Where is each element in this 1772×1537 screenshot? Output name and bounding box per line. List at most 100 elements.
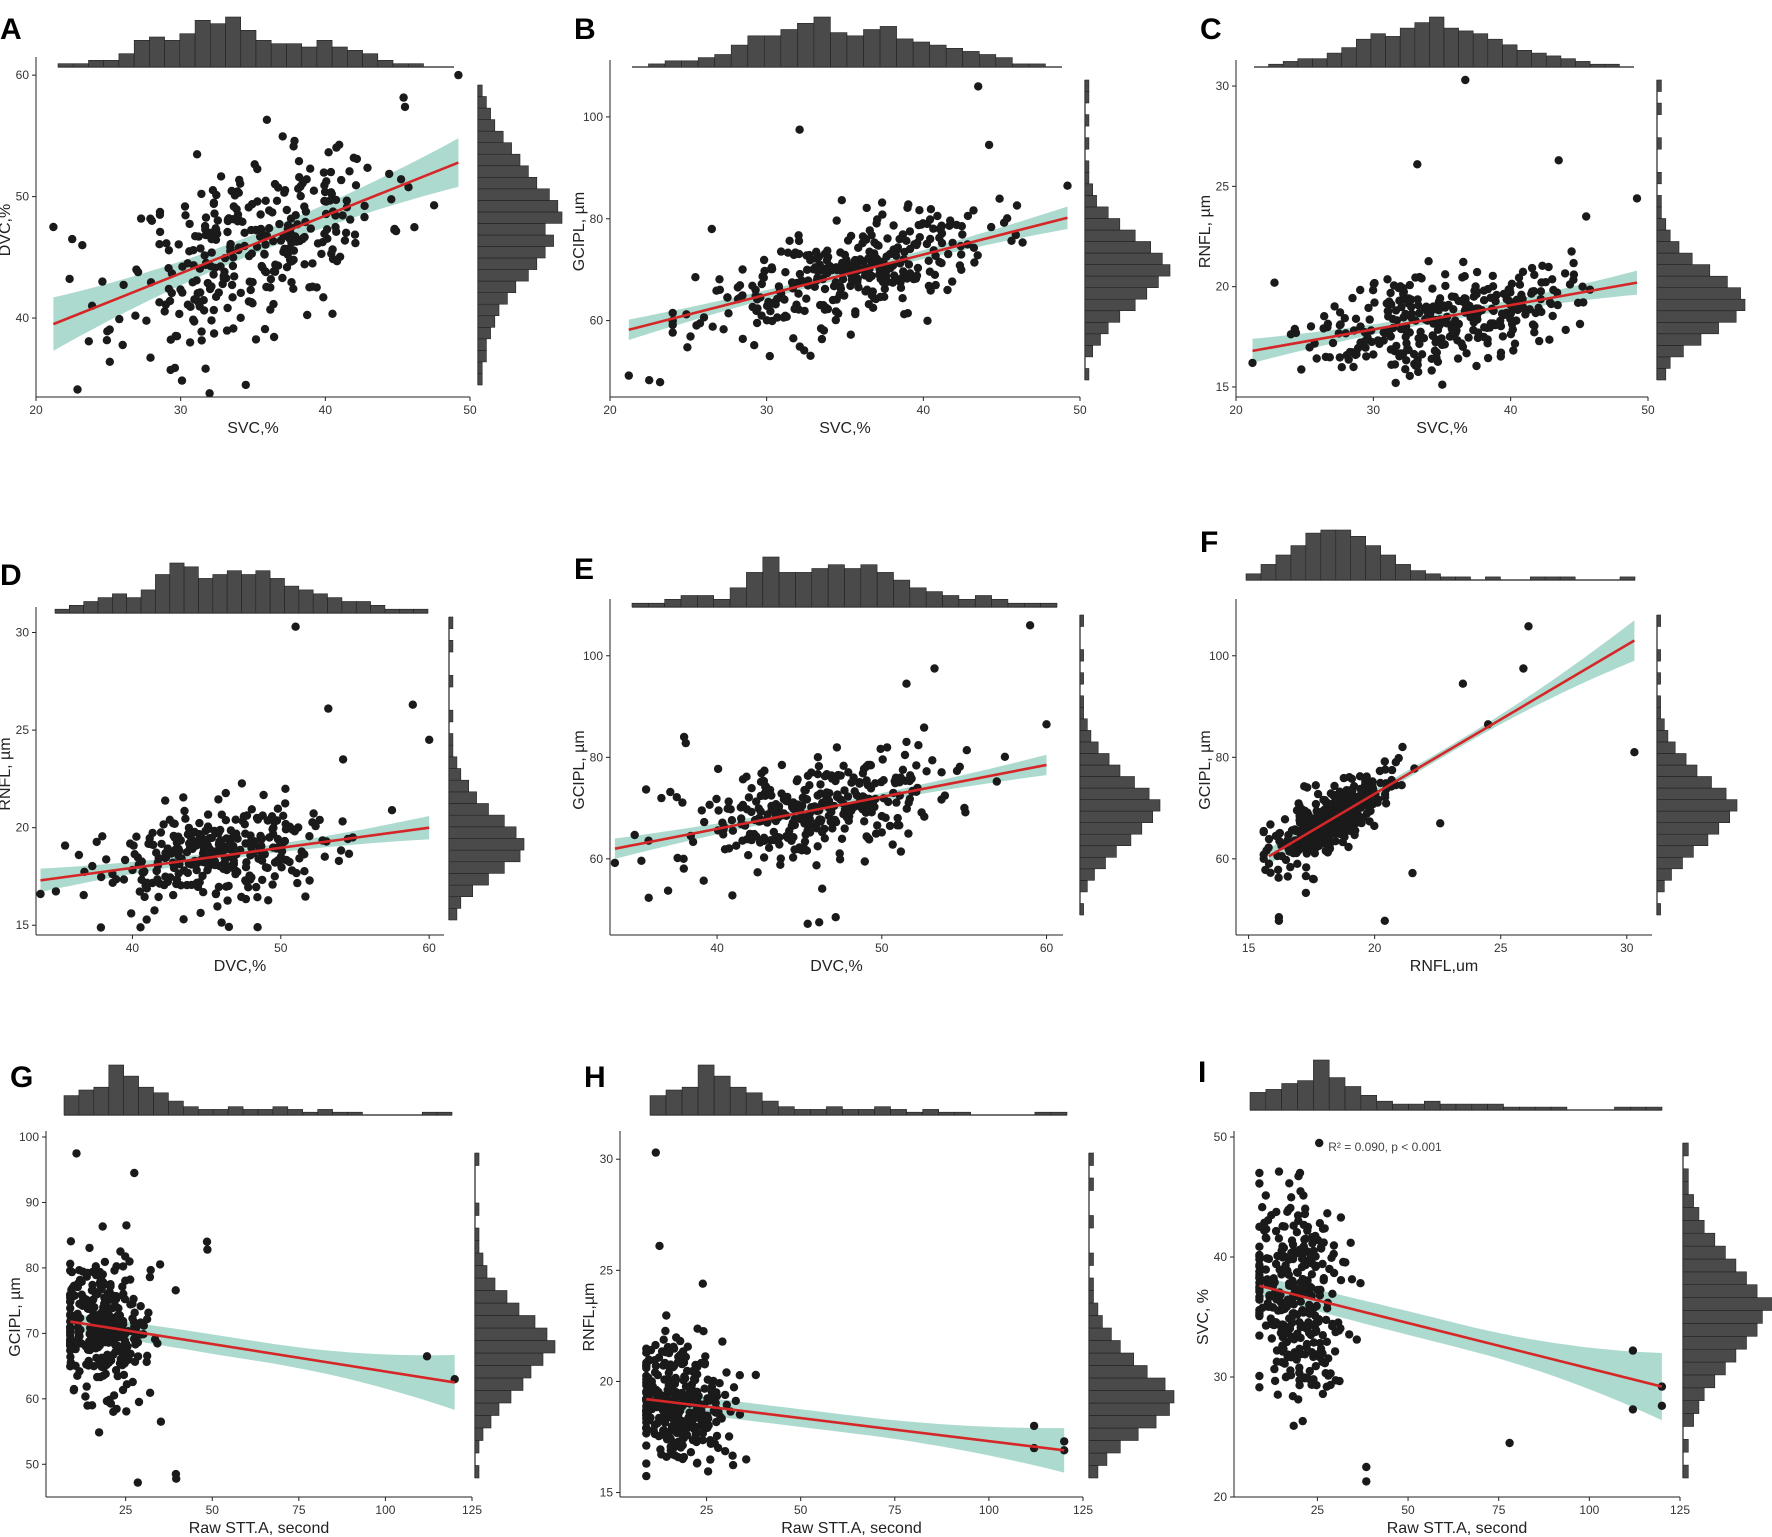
data-point [276, 236, 286, 245]
data-point [1417, 274, 1426, 283]
y-tick-label: 25 [600, 1263, 614, 1277]
top-histogram-bar [241, 574, 257, 614]
data-point [1294, 1172, 1303, 1181]
data-point [683, 1342, 692, 1351]
data-point [1352, 805, 1362, 815]
data-point [1319, 324, 1328, 333]
data-point [837, 196, 846, 205]
top-histogram-bar [810, 1109, 827, 1116]
data-point [859, 764, 869, 773]
right-histogram-bar [448, 803, 489, 816]
right-histogram-bar [474, 1240, 480, 1254]
data-point [1362, 1477, 1371, 1486]
data-point [843, 236, 853, 245]
top-histogram-bar [1531, 52, 1547, 68]
data-point [214, 795, 223, 804]
data-point [1313, 811, 1323, 821]
data-point [165, 296, 175, 306]
data-point [1289, 1421, 1298, 1431]
data-point [1428, 284, 1437, 293]
data-point [317, 249, 326, 259]
data-point [1506, 288, 1515, 297]
top-histogram-bar [1297, 58, 1313, 68]
data-point [319, 293, 328, 302]
y-tick-label: 80 [590, 750, 604, 764]
data-point [1296, 1297, 1306, 1306]
data-point [708, 322, 717, 331]
top-histogram-bar [777, 1106, 795, 1116]
data-point [122, 1347, 131, 1356]
top-histogram-bar [763, 35, 782, 68]
data-point [1289, 1309, 1299, 1318]
data-point [202, 1237, 212, 1246]
data-point [108, 878, 117, 887]
data-point [98, 277, 107, 286]
data-point [152, 866, 161, 876]
data-point [142, 316, 151, 325]
data-point [146, 353, 155, 362]
data-point [1288, 1254, 1298, 1264]
data-point [193, 289, 202, 298]
data-point [1401, 365, 1410, 374]
data-point [120, 1295, 130, 1304]
top-histogram-bar [780, 29, 798, 68]
data-point [169, 890, 178, 900]
right-histogram-bar [1656, 718, 1665, 731]
right-histogram-bar [1682, 1361, 1726, 1376]
top-histogram-bar [1260, 564, 1277, 581]
data-point [259, 790, 268, 800]
top-histogram-bar [413, 608, 429, 614]
data-point [1320, 1359, 1330, 1368]
top-histogram-bar [1034, 1111, 1052, 1116]
data-point [659, 1335, 668, 1344]
top-histogram-bar [1376, 1100, 1393, 1111]
data-point [1548, 311, 1557, 321]
data-point [713, 764, 723, 774]
data-point [819, 264, 828, 273]
top-histogram-bar [355, 601, 371, 614]
data-point [127, 909, 136, 918]
top-histogram-bar [332, 1111, 348, 1116]
data-point [674, 1352, 683, 1362]
data-point [706, 1455, 715, 1464]
x-tick-label: 50 [1401, 1503, 1415, 1517]
data-point [228, 863, 237, 872]
data-point [295, 854, 304, 863]
data-point [1025, 621, 1035, 630]
top-histogram-bar [194, 19, 211, 68]
top-histogram-bar [713, 598, 731, 608]
data-point [1328, 1289, 1337, 1299]
data-point [279, 811, 288, 820]
data-point [1365, 817, 1374, 826]
data-point [155, 240, 164, 249]
data-point [87, 1401, 97, 1410]
data-point [797, 276, 806, 285]
x-axis-title: SVC,% [227, 420, 279, 437]
top-histogram-bar [57, 63, 74, 68]
data-point [1628, 1346, 1638, 1355]
data-point [700, 1416, 710, 1426]
panel-letter: B [574, 13, 596, 46]
data-point [668, 308, 677, 318]
data-point [1301, 888, 1311, 898]
right-histogram-bar [474, 1352, 544, 1366]
data-point [272, 196, 282, 205]
data-point [300, 260, 309, 269]
data-point [265, 833, 274, 842]
data-point [203, 1245, 212, 1254]
data-point [884, 797, 893, 807]
data-point [1345, 773, 1354, 782]
data-point [1338, 837, 1348, 847]
data-point [846, 330, 855, 339]
data-point [893, 813, 902, 823]
data-point [244, 297, 254, 306]
data-point [816, 817, 825, 826]
data-point [241, 829, 250, 838]
data-point [1303, 1276, 1312, 1285]
data-point [179, 915, 188, 924]
data-point [757, 311, 766, 320]
data-point [624, 371, 633, 380]
data-point [1518, 267, 1528, 276]
data-point [134, 1397, 144, 1407]
data-point [170, 363, 180, 373]
